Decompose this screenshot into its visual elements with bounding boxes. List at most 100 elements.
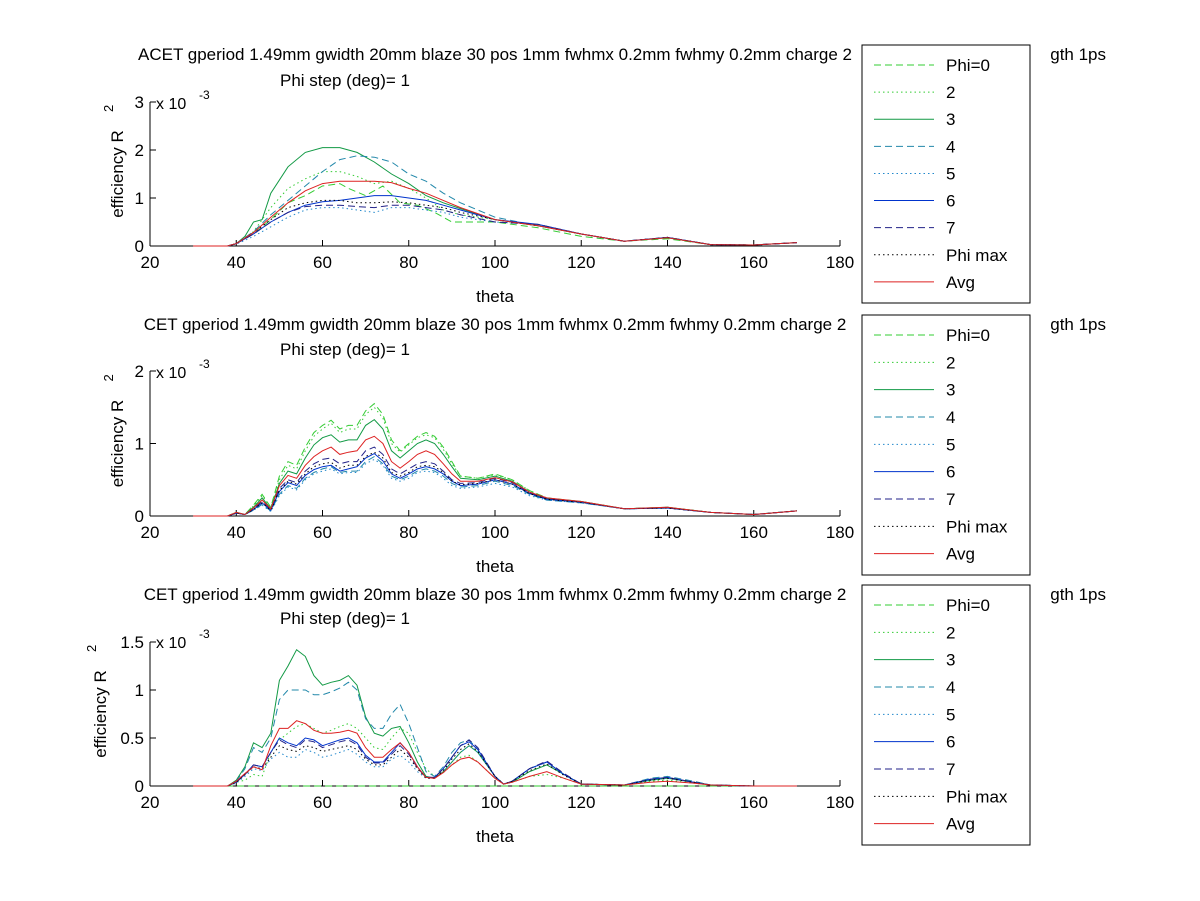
y-tick-label: 1.5 <box>120 633 144 652</box>
y-exponent-superscript: -3 <box>199 357 210 371</box>
x-tick-label: 80 <box>399 523 418 542</box>
y-exponent-label: x 10 <box>156 96 186 113</box>
series-line-3 <box>193 648 797 787</box>
x-tick-label: 160 <box>740 253 768 272</box>
x-axis-label: theta <box>476 557 514 576</box>
legend-entry: Phi max <box>946 517 1008 536</box>
legend-entry: 5 <box>946 435 955 454</box>
y-tick-label: 3 <box>135 93 144 112</box>
series-line-7 <box>193 446 797 517</box>
legend-box <box>861 584 1031 846</box>
x-axis-label: theta <box>476 287 514 306</box>
x-tick-label: 180 <box>826 793 854 812</box>
series-line-6 <box>193 195 797 247</box>
y-exponent-superscript: -3 <box>199 627 210 641</box>
x-tick-label: 140 <box>653 523 681 542</box>
legend-entry: 2 <box>946 623 955 642</box>
x-tick-label: 120 <box>567 523 595 542</box>
y-tick-label: 1 <box>135 189 144 208</box>
y-tick-label: 0 <box>135 237 144 256</box>
x-tick-label: 40 <box>227 523 246 542</box>
x-tick-label: 80 <box>399 793 418 812</box>
legend-entry: Avg <box>946 815 975 834</box>
chart-title: CET gperiod 1.49mm gwidth 20mm blaze 30 … <box>144 585 847 604</box>
series-line-2 <box>193 171 797 247</box>
legend-entry: 2 <box>946 83 955 102</box>
y-tick-label: 1 <box>135 681 144 700</box>
x-axis-label: theta <box>476 827 514 846</box>
series-line-8 <box>193 743 797 787</box>
x-tick-label: 60 <box>313 523 332 542</box>
series-line-4 <box>193 455 797 517</box>
series-line-9 <box>193 720 797 787</box>
y-axis-label: efficiency R <box>108 400 127 488</box>
legend-entry: 7 <box>946 490 955 509</box>
legend-entry: 3 <box>946 381 955 400</box>
x-tick-label: 80 <box>399 253 418 272</box>
series-line-7 <box>193 204 797 247</box>
legend-entry: 5 <box>946 705 955 724</box>
y-exponent-superscript: -3 <box>199 88 210 102</box>
y-axis-label: efficiency R <box>108 130 127 218</box>
x-tick-label: 40 <box>227 793 246 812</box>
series-line-5 <box>193 458 797 517</box>
legend-entry: Phi=0 <box>946 596 990 615</box>
series-line-3 <box>193 418 797 517</box>
series-line-9 <box>193 180 797 247</box>
series-line-4 <box>193 155 797 247</box>
subplot-3: CET gperiod 1.49mm gwidth 20mm blaze 30 … <box>84 584 1106 846</box>
y-tick-label: 2 <box>135 362 144 381</box>
x-tick-label: 100 <box>481 253 509 272</box>
x-tick-label: 20 <box>141 523 160 542</box>
x-tick-label: 120 <box>567 793 595 812</box>
series-line-4 <box>193 681 797 787</box>
legend: Phi=0 2 3 4 5 6 7 Phi max Avg <box>861 584 1031 846</box>
series-line-3 <box>193 147 797 247</box>
y-tick-label: 0 <box>135 507 144 526</box>
y-tick-label: 0 <box>135 777 144 796</box>
chart-title: CET gperiod 1.49mm gwidth 20mm blaze 30 … <box>144 315 847 334</box>
legend-entry: 2 <box>946 353 955 372</box>
legend-entry: Phi=0 <box>946 56 990 75</box>
y-exponent-label: x 10 <box>156 365 186 382</box>
series-line-8 <box>193 451 797 517</box>
x-tick-label: 100 <box>481 523 509 542</box>
legend-entry: Phi max <box>946 787 1008 806</box>
x-tick-label: 120 <box>567 253 595 272</box>
y-axis-label: efficiency R <box>91 670 110 758</box>
legend-entry: Phi=0 <box>946 326 990 345</box>
legend-entry: 6 <box>946 463 955 482</box>
x-tick-label: 160 <box>740 523 768 542</box>
y-axis-label-group: efficiency R 2 <box>84 645 110 758</box>
legend-entry: Avg <box>946 545 975 564</box>
legend: Phi=0 2 3 4 5 6 7 Phi max Avg <box>861 314 1031 576</box>
subplot-1: ACET gperiod 1.49mm gwidth 20mm blaze 30… <box>101 44 1106 306</box>
chart-subtitle: Phi step (deg)= 1 <box>280 609 410 628</box>
x-tick-label: 60 <box>313 793 332 812</box>
y-axis-label-superscript: 2 <box>101 374 116 381</box>
x-tick-label: 160 <box>740 793 768 812</box>
chart-title-tail: gth 1ps <box>1050 585 1106 604</box>
subplot-2: CET gperiod 1.49mm gwidth 20mm blaze 30 … <box>101 314 1106 576</box>
legend-entry: 4 <box>946 137 955 156</box>
chart-title: ACET gperiod 1.49mm gwidth 20mm blaze 30… <box>138 45 852 64</box>
x-tick-label: 60 <box>313 253 332 272</box>
legend-entry: 4 <box>946 408 955 427</box>
x-tick-label: 20 <box>141 793 160 812</box>
chart-title-tail: gth 1ps <box>1050 315 1106 334</box>
legend-entry: 3 <box>946 110 955 129</box>
chart-subtitle: Phi step (deg)= 1 <box>280 340 410 359</box>
x-tick-label: 180 <box>826 253 854 272</box>
x-tick-label: 40 <box>227 253 246 272</box>
y-axis-label-group: efficiency R 2 <box>101 374 127 487</box>
legend-entry: 3 <box>946 651 955 670</box>
chart-title-tail: gth 1ps <box>1050 45 1106 64</box>
x-tick-label: 100 <box>481 793 509 812</box>
y-tick-label: 2 <box>135 141 144 160</box>
legend-box <box>861 44 1031 304</box>
legend: Phi=0 2 3 4 5 6 7 Phi max Avg <box>861 44 1031 304</box>
y-tick-label: 0.5 <box>120 729 144 748</box>
y-axis-label-superscript: 2 <box>101 105 116 112</box>
series-line-5 <box>193 745 797 787</box>
